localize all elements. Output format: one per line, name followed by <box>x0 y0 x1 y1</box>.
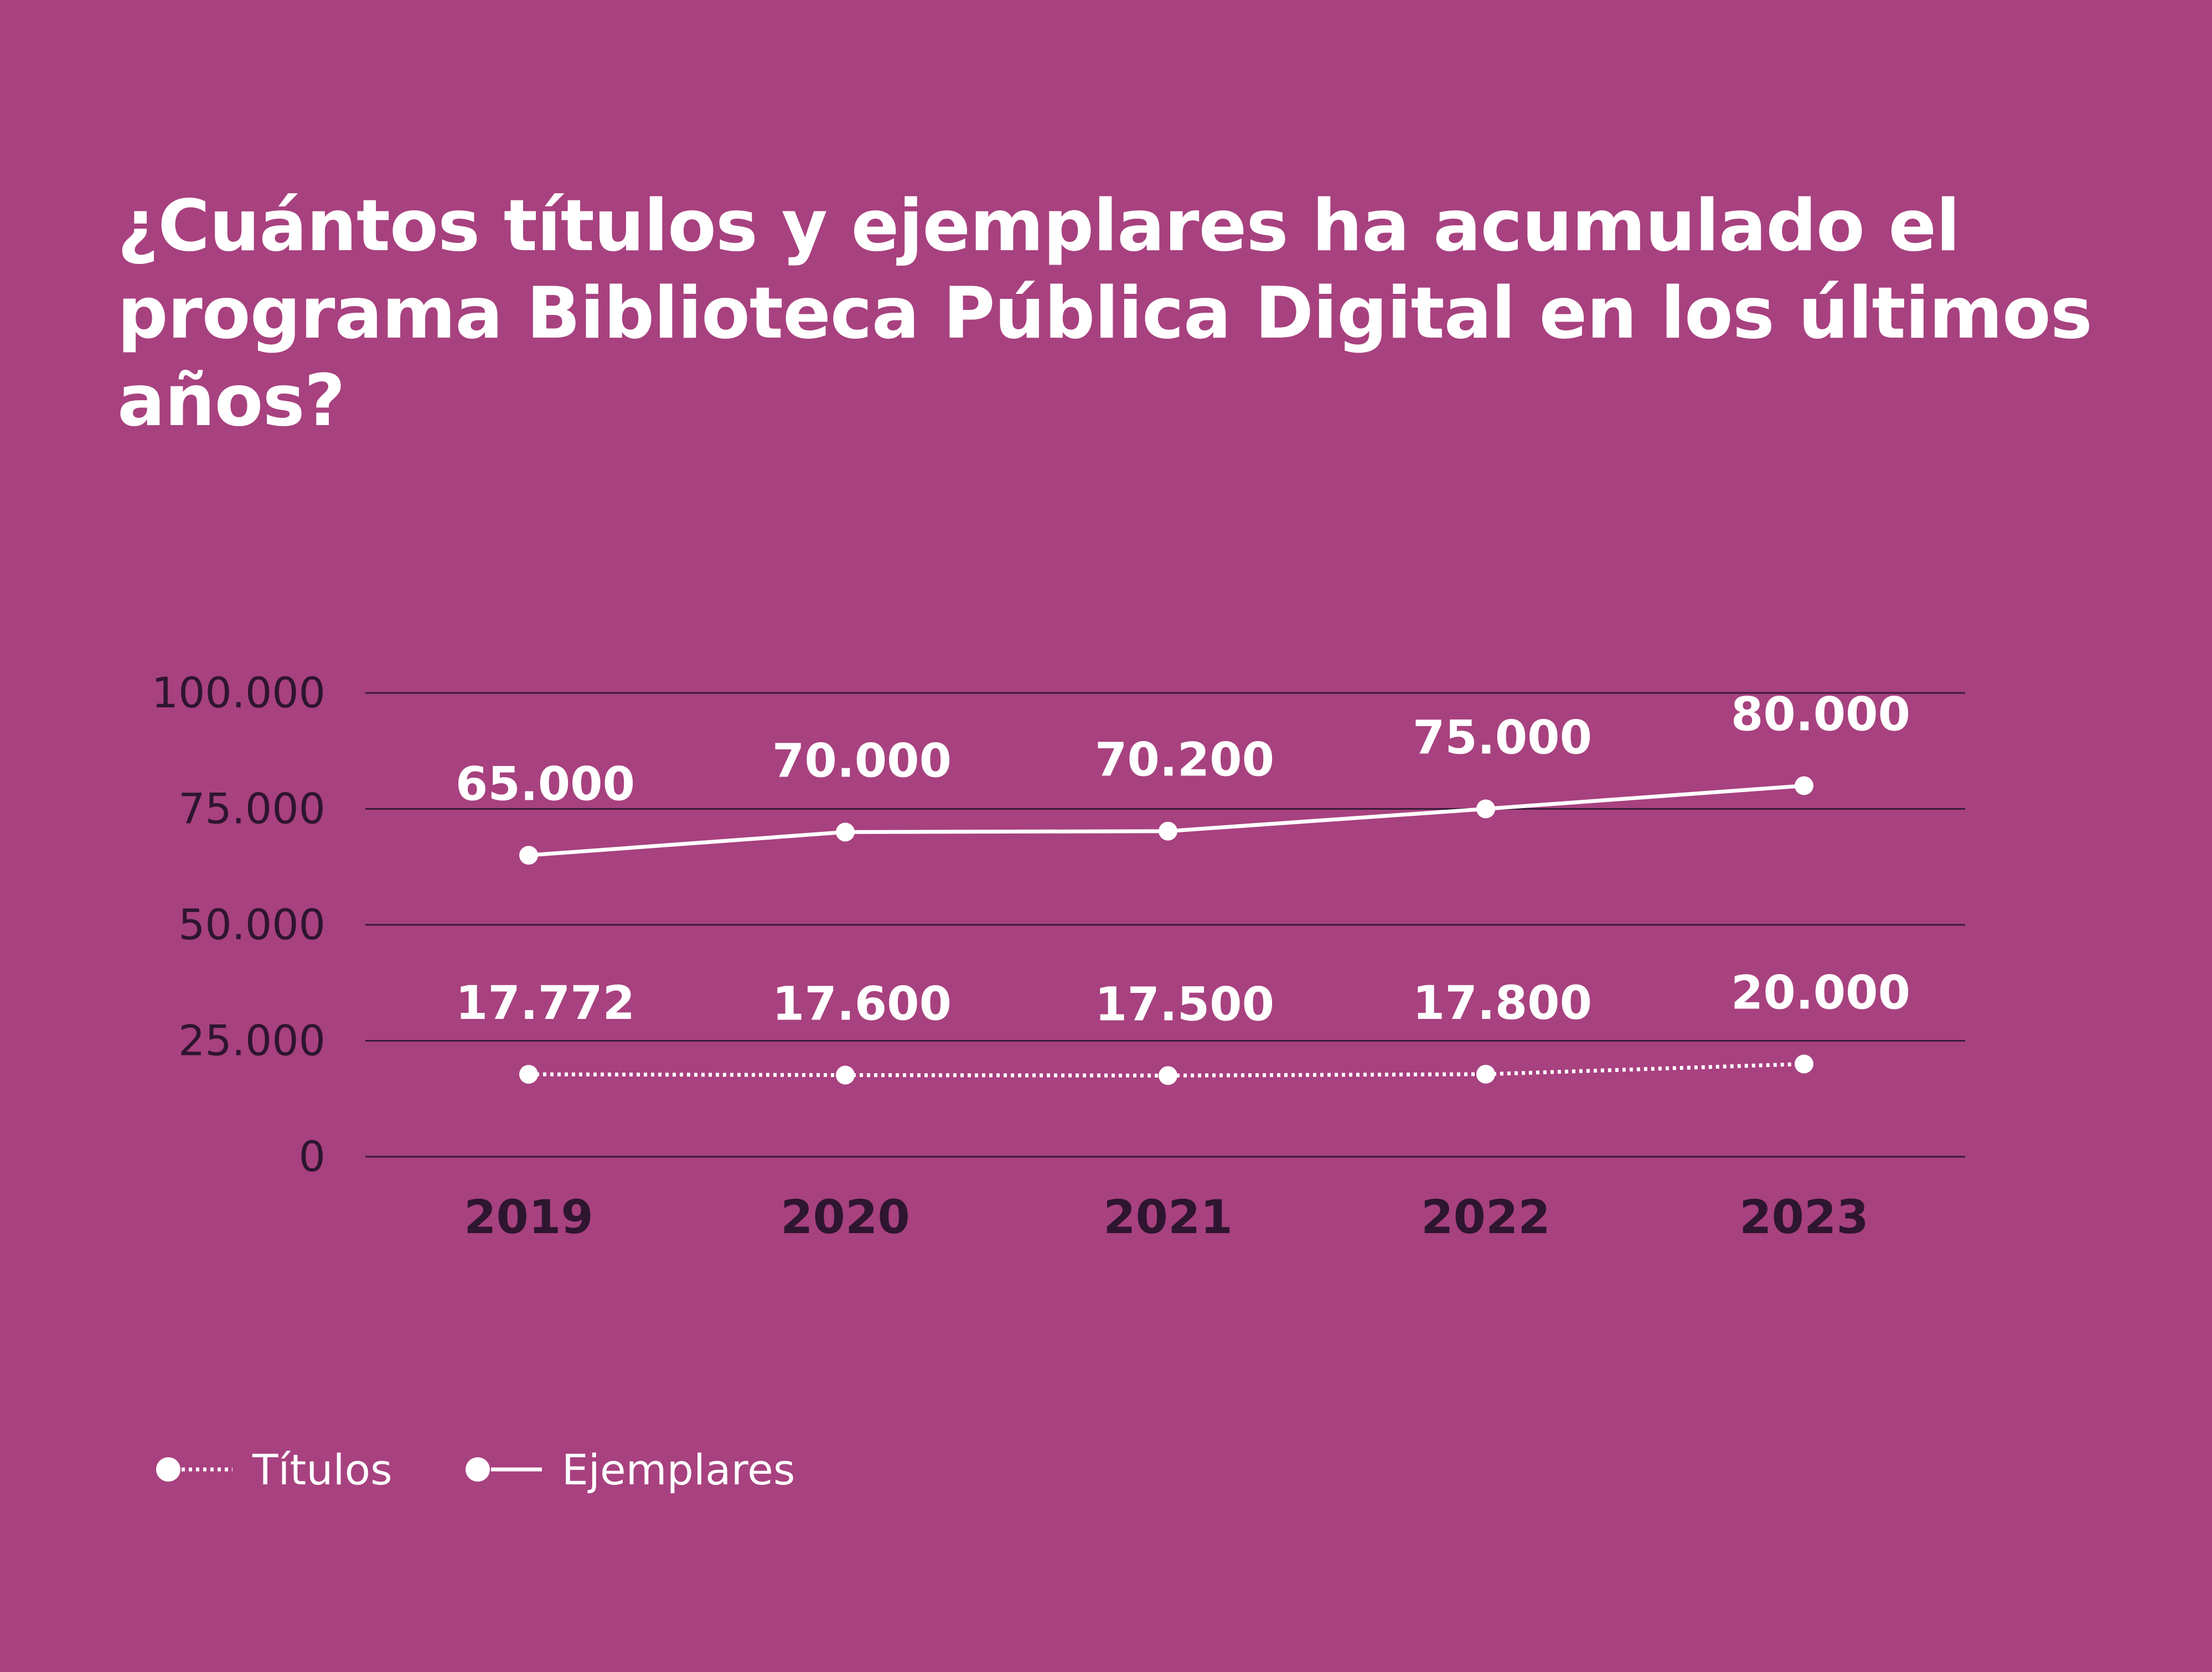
series-line-títulos <box>528 1062 1805 1078</box>
data-point <box>1159 821 1177 841</box>
data-label: 75.000 <box>1413 711 1592 765</box>
x-tick-label: 2021 <box>1103 1190 1233 1244</box>
data-point <box>519 846 538 865</box>
data-point <box>836 1065 855 1085</box>
data-labels: 17.772 17.600 17.500 17.800 20.000 65.000 70.0… <box>456 687 1910 1032</box>
legend-item-titulos: Títulos <box>149 1445 392 1494</box>
data-point <box>1476 1064 1495 1084</box>
data-point <box>836 822 855 842</box>
data-point <box>1795 776 1813 795</box>
series <box>519 776 1813 1085</box>
y-tick-label: 50.000 <box>178 900 325 949</box>
data-point <box>1159 1066 1177 1085</box>
gridlines <box>365 692 1965 1158</box>
chart-title: ¿Cuántos títulos y ejemplares ha acumula… <box>117 185 2092 442</box>
data-point <box>1795 1054 1813 1074</box>
x-tick-label: 2023 <box>1739 1190 1869 1244</box>
y-tick-label: 0 <box>299 1132 325 1181</box>
data-label: 70.200 <box>1095 733 1274 787</box>
y-tick-label: 25.000 <box>178 1016 325 1065</box>
series-line-ejemplares <box>528 784 1805 857</box>
data-label: 17.600 <box>772 977 952 1031</box>
x-axis-ticks: 2019 2020 2021 2022 2023 <box>464 1190 1869 1244</box>
legend-item-ejemplares: Ejemplares <box>459 1445 795 1494</box>
data-label: 80.000 <box>1731 687 1910 742</box>
data-label: 17.800 <box>1413 976 1592 1030</box>
y-tick-label: 75.000 <box>178 784 325 834</box>
data-point <box>519 1065 538 1084</box>
legend: Títulos Ejemplares <box>149 1442 862 1497</box>
data-label: 17.500 <box>1095 977 1274 1031</box>
dotted-line-marker-icon <box>156 1457 232 1482</box>
data-point <box>1476 799 1495 819</box>
legend-label-titulos: Títulos <box>252 1445 392 1494</box>
data-label: 70.000 <box>772 733 952 788</box>
x-tick-label: 2022 <box>1421 1190 1551 1244</box>
legend-label-ejemplares: Ejemplares <box>561 1445 795 1494</box>
data-label: 65.000 <box>456 757 635 811</box>
data-label: 20.000 <box>1731 965 1910 1019</box>
x-tick-label: 2019 <box>464 1190 593 1244</box>
y-tick-label: 100.000 <box>152 668 325 717</box>
data-label: 17.772 <box>456 976 635 1030</box>
x-tick-label: 2020 <box>781 1190 910 1244</box>
solid-line-marker-icon <box>465 1457 542 1482</box>
y-axis-ticks: 0 25.000 50.000 75.000 100.000 <box>152 668 325 1181</box>
